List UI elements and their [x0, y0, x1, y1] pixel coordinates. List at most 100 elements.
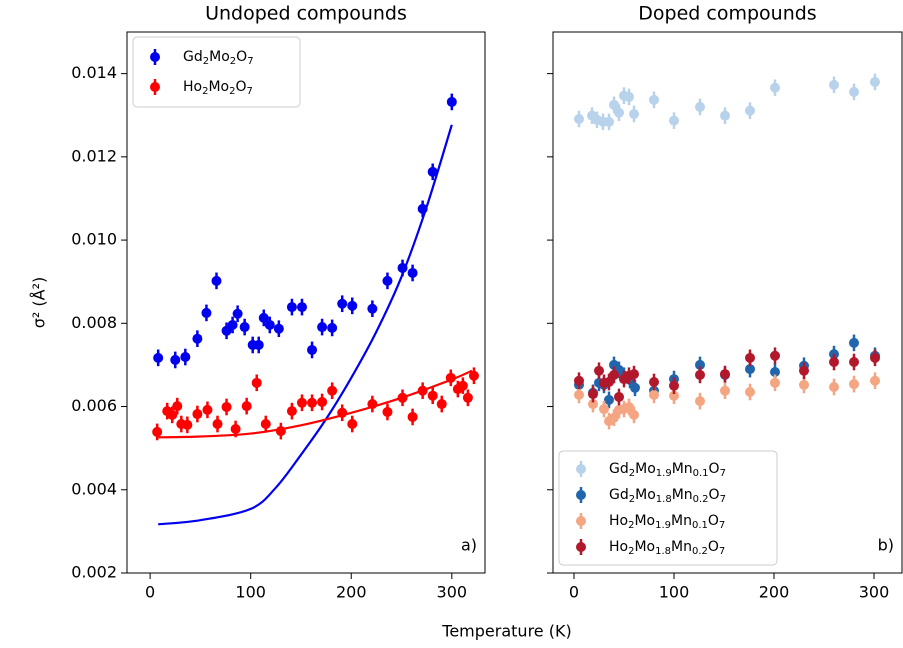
- data-point: [317, 322, 328, 333]
- data-point: [770, 366, 780, 377]
- x-tick-label: 100: [659, 583, 690, 602]
- data-point: [745, 352, 755, 363]
- data-point: [870, 352, 880, 363]
- data-point: [427, 390, 438, 401]
- data-point: [232, 308, 243, 319]
- legend-marker: [576, 516, 586, 526]
- data-point: [296, 302, 307, 313]
- x-tick-label: 0: [569, 583, 579, 602]
- data-point: [770, 82, 780, 93]
- data-point: [227, 319, 238, 330]
- data-point: [604, 116, 614, 127]
- data-point: [745, 386, 755, 397]
- data-point: [695, 369, 705, 380]
- legend-box: [132, 36, 301, 108]
- data-point: [870, 76, 880, 87]
- data-point: [382, 275, 393, 286]
- data-point: [337, 298, 348, 309]
- y-axis-label: σ² (Å²): [30, 277, 49, 328]
- data-point: [695, 396, 705, 407]
- y-tick-label: 0.006: [71, 396, 117, 415]
- data-point: [239, 322, 250, 333]
- data-point: [367, 399, 378, 410]
- y-tick-label: 0.004: [71, 479, 117, 498]
- legend-label: Ho2Mo1.9Mn0.1O7: [609, 513, 725, 531]
- y-tick-label: 0.008: [71, 313, 117, 332]
- data-point: [275, 426, 286, 437]
- data-point: [202, 404, 213, 415]
- legend-marker: [150, 52, 160, 62]
- legend-label: Gd2Mo2O7: [183, 49, 254, 67]
- data-point: [153, 352, 164, 363]
- data-point: [695, 101, 705, 112]
- data-point: [152, 426, 163, 437]
- data-point: [588, 389, 598, 400]
- legend-marker: [576, 464, 586, 474]
- y-tick-label: 0.010: [71, 230, 117, 249]
- data-point: [446, 96, 457, 107]
- data-point: [417, 203, 428, 214]
- data-point: [347, 419, 358, 430]
- data-point: [624, 401, 634, 412]
- data-point: [849, 337, 859, 348]
- data-point: [629, 409, 639, 420]
- data-point: [829, 357, 839, 368]
- data-point: [649, 389, 659, 400]
- x-tick-label: 300: [437, 583, 468, 602]
- data-point: [609, 369, 619, 380]
- data-point: [212, 419, 223, 430]
- y-tick-label: 0.012: [71, 146, 117, 165]
- data-point: [669, 380, 679, 391]
- data-point: [457, 380, 468, 391]
- x-axis-label: Temperature (K): [441, 622, 571, 641]
- data-point: [799, 365, 809, 376]
- data-point: [609, 412, 619, 423]
- x-tick-label: 0: [145, 583, 155, 602]
- data-point: [829, 79, 839, 90]
- data-point: [604, 376, 614, 387]
- legend-label: Gd2Mo1.9Mn0.1O7: [609, 461, 726, 479]
- data-point: [629, 369, 639, 380]
- data-point: [829, 381, 839, 392]
- legend-label: Gd2Mo1.8Mn0.2O7: [609, 487, 726, 505]
- data-point: [230, 424, 241, 435]
- data-point: [307, 344, 318, 355]
- panel-label: a): [461, 536, 477, 555]
- data-point: [407, 267, 418, 278]
- legend-label: Ho2Mo1.8Mn0.2O7: [609, 539, 725, 557]
- data-point: [574, 389, 584, 400]
- data-point: [407, 411, 418, 422]
- data-point: [649, 94, 659, 105]
- data-point: [745, 105, 755, 116]
- data-point: [182, 419, 193, 430]
- data-point: [614, 391, 624, 402]
- data-point: [241, 401, 252, 412]
- data-point: [574, 375, 584, 386]
- chart-title: Undoped compounds: [205, 3, 407, 25]
- data-point: [695, 359, 705, 370]
- fit-line: [158, 124, 453, 526]
- data-point: [337, 407, 348, 418]
- data-point: [296, 397, 307, 408]
- data-point: [720, 369, 730, 380]
- plot-frame: [126, 31, 486, 574]
- data-point: [397, 262, 408, 273]
- data-point: [436, 399, 447, 410]
- data-point: [594, 365, 604, 376]
- data-point: [468, 370, 479, 381]
- data-point: [609, 99, 619, 110]
- y-tick-label: 0.014: [71, 63, 117, 82]
- data-point: [669, 390, 679, 401]
- data-point: [417, 385, 428, 396]
- data-point: [745, 364, 755, 375]
- data-point: [286, 406, 297, 417]
- y-tick-label: 0.002: [71, 563, 117, 582]
- data-point: [192, 333, 203, 344]
- data-point: [445, 372, 456, 383]
- data-point: [167, 409, 178, 420]
- data-point: [849, 86, 859, 97]
- panel-label: b): [878, 536, 894, 555]
- data-point: [317, 396, 328, 407]
